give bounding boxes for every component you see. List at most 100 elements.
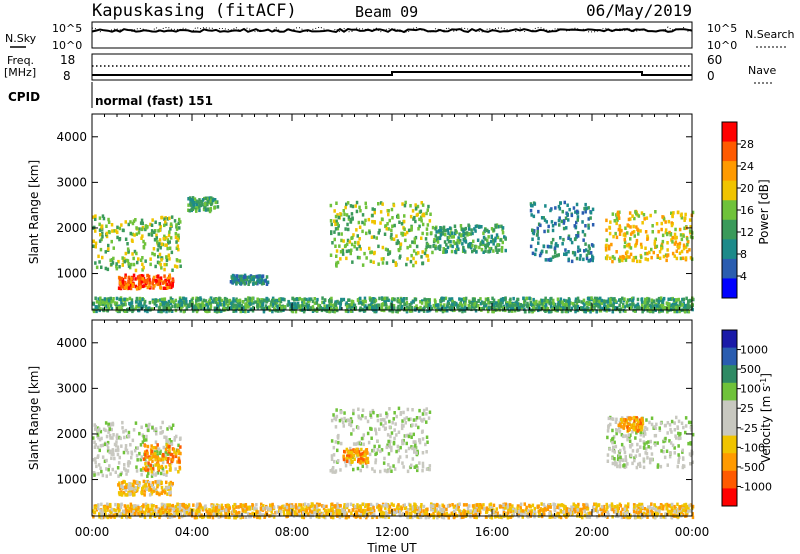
data-cell: [310, 297, 313, 301]
data-cell: [206, 199, 210, 204]
data-cell: [413, 445, 417, 449]
data-cell: [426, 254, 430, 258]
data-cell: [139, 221, 143, 225]
data-cell: [619, 422, 622, 426]
data-cell: [369, 303, 373, 307]
data-cell: [259, 280, 262, 285]
data-cell: [558, 223, 561, 227]
data-cell: [618, 426, 621, 430]
data-cell: [415, 416, 419, 420]
data-cell: [442, 250, 445, 254]
data-cell: [104, 266, 108, 271]
data-cell: [333, 209, 336, 213]
data-cell: [607, 247, 611, 251]
data-cell: [439, 233, 443, 237]
data-cell: [148, 422, 151, 427]
data-cell: [544, 258, 548, 262]
data-cell: [114, 229, 118, 233]
data-cell: [439, 228, 443, 233]
data-cell: [679, 301, 682, 305]
data-cell: [615, 213, 618, 217]
data-cell: [596, 302, 599, 307]
data-cell: [553, 246, 557, 250]
data-cell: [474, 224, 478, 229]
data-cell: [208, 209, 212, 214]
data-cell: [381, 245, 385, 250]
data-cell: [372, 299, 376, 304]
data-cell: [347, 227, 350, 232]
ytick-label: 1000: [56, 267, 87, 281]
data-cell: [359, 209, 362, 213]
data-cell: [427, 298, 431, 302]
data-cell: [645, 418, 648, 422]
data-cell: [684, 430, 687, 435]
data-cell: [238, 307, 241, 311]
data-cell: [316, 297, 319, 302]
data-cell: [397, 448, 400, 453]
data-cell: [301, 303, 304, 307]
data-cell: [132, 219, 136, 223]
data-cell: [238, 274, 241, 279]
data-cell: [666, 232, 669, 237]
data-cell: [211, 198, 215, 203]
data-cell: [395, 414, 398, 419]
data-cell: [658, 256, 662, 260]
data-cell: [202, 207, 206, 212]
data-cell: [213, 206, 216, 210]
data-cell: [218, 298, 221, 302]
data-cell: [157, 447, 161, 451]
data-cell: [645, 451, 649, 456]
data-cell: [105, 434, 109, 439]
data-cell: [336, 448, 339, 453]
data-cell: [622, 434, 625, 439]
data-cell: [92, 239, 95, 244]
data-cell: [426, 440, 429, 444]
data-cell: [611, 428, 614, 433]
data-cell: [350, 432, 353, 436]
data-cell: [224, 299, 227, 303]
data-cell: [123, 466, 126, 471]
data-cell: [126, 247, 130, 251]
data-cell: [675, 415, 678, 420]
data-cell: [149, 463, 152, 467]
data-cell: [420, 219, 423, 223]
data-cell: [387, 469, 390, 473]
data-cell: [107, 422, 110, 427]
data-cell: [453, 224, 457, 228]
data-cell: [171, 457, 175, 462]
data-cell: [650, 457, 654, 462]
data-cell: [484, 249, 487, 253]
data-cell: [358, 440, 361, 445]
data-cell: [673, 309, 676, 314]
data-cell: [482, 250, 485, 254]
data-cell: [333, 510, 336, 514]
data-cell: [678, 434, 681, 438]
data-cell: [484, 245, 487, 250]
beam-title: Beam 09: [355, 3, 418, 21]
data-cell: [158, 252, 162, 257]
data-cell: [363, 222, 366, 226]
data-cell: [403, 203, 407, 208]
data-cell: [450, 249, 454, 254]
data-cell: [169, 306, 172, 310]
data-cell: [649, 304, 653, 309]
data-cell: [654, 210, 657, 214]
data-cell: [144, 482, 147, 487]
data-cell: [494, 301, 497, 305]
data-cell: [605, 218, 608, 223]
data-cell: [124, 444, 128, 448]
data-cell: [587, 206, 590, 210]
data-cell: [330, 418, 334, 423]
data-cell: [393, 411, 396, 415]
colorbar-swatch: [722, 161, 737, 182]
data-cell: [185, 300, 188, 304]
data-cell: [626, 231, 629, 235]
data-cell: [355, 247, 359, 251]
data-cell: [420, 301, 424, 305]
data-cell: [371, 306, 374, 310]
data-cell: [378, 228, 381, 233]
data-cell: [112, 256, 115, 261]
data-cell: [605, 256, 609, 261]
data-cell: [640, 297, 644, 301]
data-cell: [330, 457, 334, 461]
